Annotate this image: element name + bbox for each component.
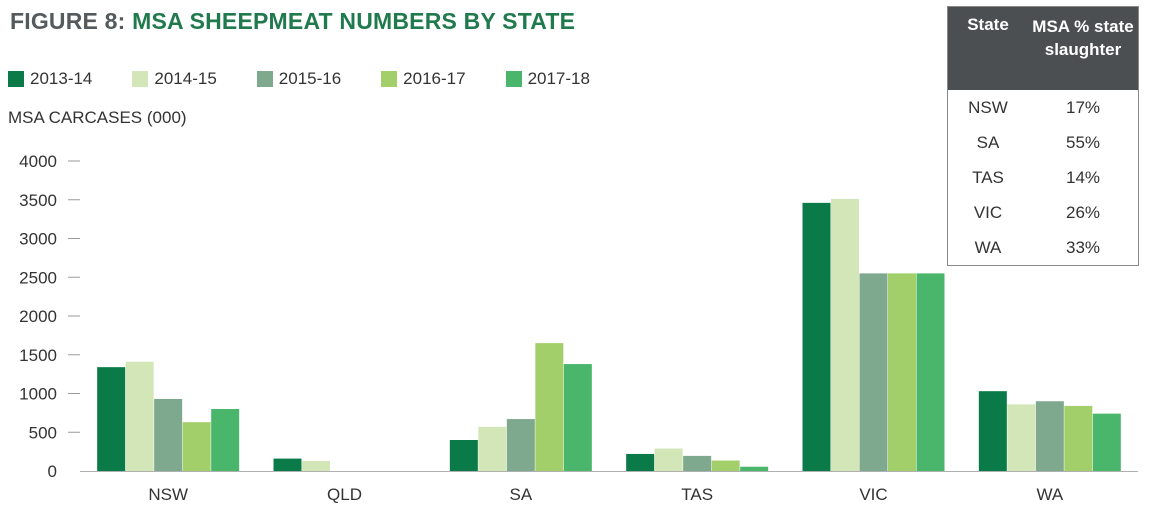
- header-state: State: [967, 15, 1009, 34]
- row-percent: 55%: [1065, 132, 1101, 152]
- bar-wa-2017-18: [1092, 413, 1121, 471]
- y-tick-label: 2000: [19, 307, 57, 326]
- y-tick-label: 0: [48, 462, 57, 481]
- bar-tas-2017-18: [740, 466, 769, 471]
- legend-swatch: [381, 71, 398, 87]
- y-tick-label: 1000: [19, 385, 57, 404]
- legend-item-2014-15: 2014-15: [132, 69, 217, 89]
- y-tick-label: 3000: [19, 230, 57, 249]
- y-tick-label: 500: [29, 423, 57, 442]
- row-percent: 17%: [1065, 97, 1101, 117]
- row-state: NSW: [968, 97, 1008, 117]
- bar-wa-2016-17: [1064, 405, 1093, 471]
- bar-nsw-2013-14: [97, 367, 126, 471]
- y-tick-label: 3500: [19, 191, 57, 210]
- bar-sa-2014-15: [478, 426, 507, 471]
- bar-vic-2017-18: [916, 273, 945, 471]
- legend: 2013-14 2014-15 2015-16 2016-17 2017-18: [8, 69, 630, 89]
- x-tick-label: NSW: [148, 485, 188, 504]
- table-header: State MSA % state slaughter: [948, 7, 1138, 90]
- row-percent: 26%: [1065, 202, 1101, 222]
- legend-swatch: [132, 71, 149, 87]
- bar-nsw-2017-18: [211, 409, 240, 471]
- y-tick-label: 1500: [19, 346, 57, 365]
- bar-wa-2015-16: [1035, 401, 1064, 471]
- table-row: NSW 17%: [948, 90, 1138, 125]
- x-tick-label: SA: [509, 485, 532, 504]
- bar-sa-2015-16: [506, 419, 535, 471]
- legend-swatch: [256, 71, 273, 87]
- table-row: WA 33%: [948, 230, 1138, 265]
- row-state: TAS: [972, 167, 1004, 187]
- bar-tas-2013-14: [626, 453, 655, 471]
- bar-wa-2014-15: [1007, 404, 1036, 471]
- bar-wa-2013-14: [978, 391, 1007, 471]
- x-tick-label: WA: [1036, 485, 1063, 504]
- bar-nsw-2014-15: [125, 361, 154, 471]
- legend-label: 2014-15: [154, 69, 217, 88]
- x-tick-label: QLD: [327, 485, 362, 504]
- bar-nsw-2015-16: [154, 398, 183, 471]
- msa-percent-table: State MSA % state slaughter NSW 17% SA 55%…: [947, 6, 1139, 266]
- bar-tas-2014-15: [654, 448, 683, 471]
- legend-label: 2015-16: [278, 69, 342, 88]
- legend-item-2017-18: 2017-18: [505, 69, 590, 89]
- legend-item-2013-14: 2013-14: [8, 69, 92, 89]
- bar-sa-2017-18: [563, 364, 592, 471]
- bar-nsw-2016-17: [182, 422, 211, 471]
- y-tick-label: 4000: [19, 152, 57, 171]
- figure-title: MSA SHEEPMEAT NUMBERS BY STATE: [132, 8, 576, 34]
- x-tick-label: VIC: [859, 485, 887, 504]
- row-percent: 14%: [1065, 167, 1101, 187]
- row-percent: 33%: [1065, 237, 1101, 257]
- legend-swatch: [505, 71, 522, 87]
- bar-qld-2014-15: [302, 460, 330, 471]
- legend-label: 2013-14: [30, 69, 93, 88]
- table-row: SA 55%: [948, 125, 1138, 160]
- bar-sa-2016-17: [535, 343, 564, 471]
- row-state: VIC: [973, 202, 1003, 222]
- chart-title: FIGURE 8: MSA SHEEPMEAT NUMBERS BY STATE: [10, 8, 575, 35]
- y-tick-label: 2500: [19, 268, 57, 287]
- legend-swatch: [8, 71, 24, 87]
- legend-label: 2016-17: [403, 69, 466, 88]
- header-msa-percent: MSA % state slaughter: [1032, 17, 1134, 59]
- legend-label: 2017-18: [527, 69, 590, 88]
- table-row: VIC 26%: [948, 195, 1138, 230]
- bar-vic-2014-15: [831, 198, 859, 471]
- x-tick-label: TAS: [681, 485, 713, 504]
- bar-qld-2013-14: [273, 458, 302, 471]
- bar-vic-2016-17: [888, 273, 916, 471]
- bar-sa-2013-14: [449, 440, 478, 471]
- row-state: SA: [976, 132, 1000, 152]
- legend-item-2015-16: 2015-16: [256, 69, 342, 89]
- bar-tas-2015-16: [683, 455, 712, 471]
- table-row: TAS 14%: [948, 160, 1138, 195]
- bar-tas-2016-17: [711, 460, 740, 471]
- y-axis-label: MSA CARCASES (000): [8, 108, 187, 127]
- bar-vic-2015-16: [859, 273, 888, 471]
- bar-vic-2013-14: [802, 202, 831, 471]
- legend-item-2016-17: 2016-17: [381, 69, 466, 89]
- row-state: WA: [974, 237, 1002, 257]
- figure-number: FIGURE 8:: [10, 8, 126, 34]
